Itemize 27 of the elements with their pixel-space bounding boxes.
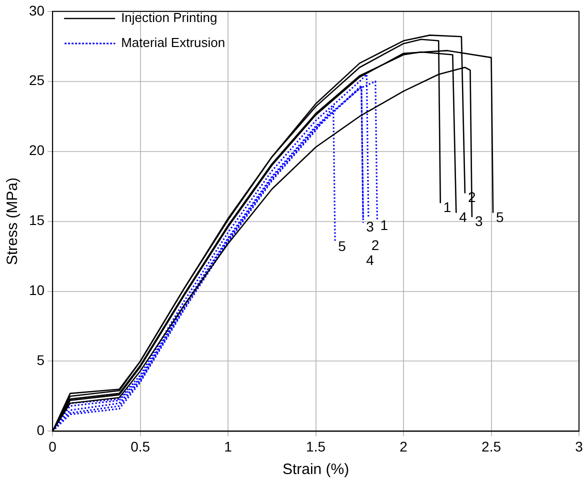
x-tick-label: 1.5 bbox=[306, 438, 326, 454]
annotation: 2 bbox=[371, 236, 380, 253]
x-tick-label: 3 bbox=[575, 438, 584, 454]
y-tick-label: 0 bbox=[36, 422, 45, 438]
annotation: 5 bbox=[338, 238, 346, 254]
x-tick-label: 1 bbox=[224, 438, 232, 454]
x-tick-label: 2.5 bbox=[482, 438, 502, 454]
y-axis-title: Stress (MPa) bbox=[4, 178, 22, 266]
annotation: 1 bbox=[380, 217, 388, 234]
annotation: 1 bbox=[443, 198, 452, 215]
y-tick-label: 10 bbox=[28, 282, 45, 298]
x-tick-label: 0.5 bbox=[130, 438, 150, 454]
annotation: 3 bbox=[366, 218, 374, 235]
y-tick-label: 20 bbox=[28, 142, 45, 158]
y-tick-label: 30 bbox=[28, 2, 45, 18]
legend-label: Material Extrusion bbox=[121, 35, 226, 50]
annotation: 5 bbox=[496, 208, 504, 225]
y-tick-label: 5 bbox=[36, 352, 45, 368]
annotation: 4 bbox=[459, 208, 468, 225]
annotation: 4 bbox=[366, 252, 374, 268]
legend-label: Injection Printing bbox=[121, 10, 218, 26]
y-tick-label: 25 bbox=[28, 72, 45, 88]
x-tick-label: 0 bbox=[48, 438, 57, 454]
y-tick-label: 15 bbox=[28, 212, 45, 228]
x-axis-title: Strain (%) bbox=[282, 461, 350, 478]
annotation: 3 bbox=[474, 212, 483, 229]
x-tick-label: 2 bbox=[400, 438, 408, 454]
